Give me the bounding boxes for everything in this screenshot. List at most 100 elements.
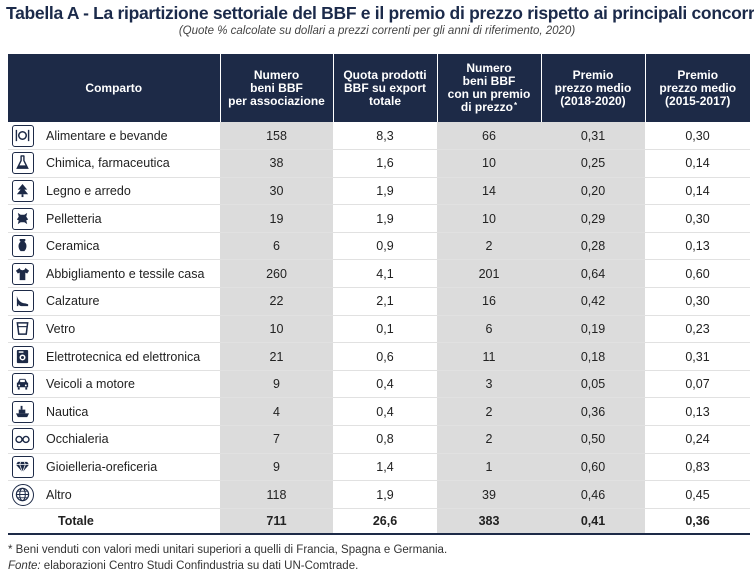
ship-icon <box>12 400 34 423</box>
category-label: Nautica <box>46 404 89 419</box>
header-numero-l1: Numero <box>253 67 300 82</box>
cell-numero: 158 <box>220 122 333 151</box>
table-row: Gioielleria-oreficeria 9 1,4 1 0,60 0,83 <box>8 453 750 482</box>
cell-comparto: Ceramica <box>8 232 220 261</box>
cell-premio-1517: 0,30 <box>645 287 750 316</box>
cell-premio-1517: 0,60 <box>645 259 750 289</box>
table-subtitle: (Quote % calcolate su dollari a prezzi c… <box>178 25 576 37</box>
table-title: Tabella A - La ripartizione settoriale d… <box>6 3 754 23</box>
data-table: Comparto Numero beni BBF per associazion… <box>8 54 750 536</box>
cell-premio-1820: 0,28 <box>541 232 645 261</box>
header-premio-n-l3: con un premio <box>447 87 531 101</box>
total-cell-premio-1517: 0,36 <box>645 507 750 536</box>
header-p1517-l1: Premio <box>677 67 719 82</box>
table-row: Calzature 22 2,1 16 0,42 0,30 <box>8 287 750 316</box>
eyeglasses-icon <box>12 428 34 451</box>
cell-numero: 19 <box>220 204 333 233</box>
footnote: * Beni venduti con valori medi unitari s… <box>8 544 448 556</box>
table-body: Alimentare e bevande 158 8,3 66 0,31 0,30 Chim… <box>8 122 750 536</box>
cell-premio-n: 6 <box>437 315 541 344</box>
table-row: Elettrotecnica ed elettronica 21 0,6 11 0,18… <box>8 342 750 371</box>
source-text: elaborazioni Centro Studi Confindustria … <box>40 560 359 572</box>
header-premio-1820: Premio prezzo medio (2018-2020) <box>541 54 646 122</box>
cell-premio-n: 10 <box>437 149 541 178</box>
cell-comparto: Chimica, farmaceutica <box>8 149 220 178</box>
cell-comparto: Legno e arredo <box>8 177 220 206</box>
category-label: Ceramica <box>46 239 100 254</box>
header-quota-l1: Quota prodotti <box>343 67 427 82</box>
car-icon <box>12 373 34 396</box>
category-label: Gioielleria-oreficeria <box>46 459 158 474</box>
header-quota-l3: totale <box>368 93 401 108</box>
cell-premio-1820: 0,36 <box>541 397 645 427</box>
cell-premio-1517: 0,14 <box>645 177 750 206</box>
cell-premio-1820: 0,18 <box>541 342 645 371</box>
category-label: Occhialeria <box>46 432 109 447</box>
header-premio-n: Numero beni BBF con un premio di prezzo* <box>437 54 542 122</box>
table-row: Veicoli a motore 9 0,4 3 0,05 0,07 <box>8 370 750 399</box>
cell-quota: 1,9 <box>333 204 437 233</box>
total-label: Totale <box>8 507 220 536</box>
total-cell-premio-1820: 0,41 <box>541 507 645 536</box>
cell-numero: 9 <box>220 370 333 399</box>
cell-premio-n: 14 <box>437 177 541 206</box>
cell-premio-n: 16 <box>437 287 541 316</box>
header-p1820-l3: (2018-2020) <box>560 93 626 108</box>
source-label: Fonte: <box>8 560 41 572</box>
source-line: Fonte: elaborazioni Centro Studi Confind… <box>8 558 447 574</box>
table-row: Chimica, farmaceutica 38 1,6 10 0,25 0,14 <box>8 149 750 178</box>
header-premio-n-l4: di prezzo <box>460 100 513 114</box>
category-label: Calzature <box>46 294 100 309</box>
cell-premio-1517: 0,31 <box>645 342 750 371</box>
total-cell-premio-n: 383 <box>437 507 541 536</box>
cell-numero: 6 <box>220 232 333 261</box>
cell-numero: 38 <box>220 149 333 178</box>
cell-numero: 10 <box>220 315 333 344</box>
cell-comparto: Abbigliamento e tessile casa <box>8 259 220 289</box>
cell-premio-1517: 0,30 <box>645 204 750 233</box>
cell-numero: 21 <box>220 342 333 371</box>
cell-comparto: Alimentare e bevande <box>8 122 220 151</box>
header-comparto: Comparto <box>8 54 221 122</box>
cell-quota: 1,9 <box>333 480 437 509</box>
cell-premio-1517: 0,13 <box>645 397 750 427</box>
cell-premio-n: 2 <box>437 425 541 454</box>
cell-numero: 30 <box>220 177 333 206</box>
table-row: Occhialeria 7 0,8 2 0,50 0,24 <box>8 425 750 454</box>
cell-premio-n: 3 <box>437 370 541 399</box>
category-label: Legno e arredo <box>46 183 131 198</box>
cell-comparto: Veicoli a motore <box>8 370 220 399</box>
cell-quota: 8,3 <box>333 122 437 151</box>
table-row: Altro 118 1,9 39 0,46 0,45 <box>8 480 750 509</box>
high-heel-icon <box>12 290 34 313</box>
header-p1517-l3: (2015-2017) <box>665 93 731 108</box>
category-label: Pelletteria <box>46 211 102 226</box>
cell-premio-1820: 0,42 <box>541 287 645 316</box>
table-row: Vetro 10 0,1 6 0,19 0,23 <box>8 315 750 344</box>
cell-numero: 4 <box>220 397 333 427</box>
cell-premio-1820: 0,50 <box>541 425 645 454</box>
cell-premio-1517: 0,14 <box>645 149 750 178</box>
cell-quota: 1,6 <box>333 149 437 178</box>
header-p1820-l2: prezzo medio <box>554 80 632 95</box>
cell-premio-1517: 0,30 <box>645 122 750 151</box>
table-row: Pelletteria 19 1,9 10 0,29 0,30 <box>8 204 750 233</box>
cell-premio-1820: 0,60 <box>541 453 645 482</box>
cell-premio-1517: 0,24 <box>645 425 750 454</box>
header-p1517-l2: prezzo medio <box>659 80 737 95</box>
cell-comparto: Elettrotecnica ed elettronica <box>8 342 220 371</box>
cell-comparto: Pelletteria <box>8 204 220 233</box>
table-row: Abbigliamento e tessile casa 260 4,1 201 0,6… <box>8 259 750 289</box>
header-numero-l2: beni BBF <box>250 80 303 95</box>
cell-premio-n: 201 <box>437 259 541 289</box>
total-row: Totale 711 26,6 383 0,41 0,36 <box>8 507 750 536</box>
cell-comparto: Occhialeria <box>8 425 220 454</box>
header-premio-n-l1: Numero <box>466 61 512 75</box>
cell-premio-n: 2 <box>437 232 541 261</box>
cell-quota: 0,4 <box>333 370 437 399</box>
cell-quota: 0,6 <box>333 342 437 371</box>
glass-icon <box>12 317 34 340</box>
appliance-icon <box>12 345 34 368</box>
globe-icon <box>12 483 34 506</box>
category-label: Veicoli a motore <box>46 377 135 392</box>
